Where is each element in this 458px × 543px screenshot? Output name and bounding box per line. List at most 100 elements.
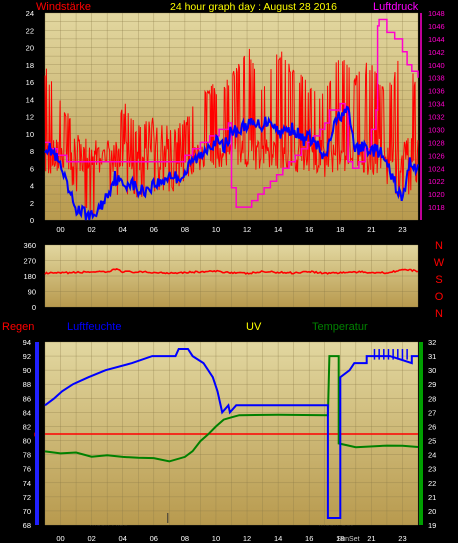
pressure-y-tick: 1028 <box>428 138 445 147</box>
direction-y-tick: 0 <box>32 303 36 312</box>
wind-x-tick: 06 <box>150 225 158 234</box>
climate-x-tick: 04 <box>119 534 127 543</box>
humidity-y-tick: 68 <box>23 521 31 530</box>
pressure-y-tick: 1022 <box>428 177 445 186</box>
temperature-label: Temperatur <box>312 321 368 333</box>
climate-x-tick: 16 <box>305 534 313 543</box>
pressure-y-tick: 1038 <box>428 74 445 83</box>
pressure-y-tick: 1020 <box>428 190 445 199</box>
pressure-y-tick: 1048 <box>428 9 445 18</box>
climate-x-tick: 00 <box>56 534 64 543</box>
climate-x-tick: 08 <box>181 534 189 543</box>
wind-y-tick: 20 <box>26 44 34 53</box>
temperature-y-tick: 27 <box>428 408 436 417</box>
humidity-y-tick: 84 <box>23 408 31 417</box>
climate-x-tick: 21 <box>367 534 375 543</box>
climate-x-tick: 23 <box>398 534 406 543</box>
wind-y-tick: 12 <box>26 113 34 122</box>
climate-x-tick: 02 <box>87 534 95 543</box>
humidity-series <box>44 348 418 519</box>
temperature-y-tick: 21 <box>428 493 436 502</box>
humidity-y-tick: 88 <box>23 380 31 389</box>
temperature-y-tick: 28 <box>428 394 436 403</box>
wind-x-tick: 14 <box>274 225 282 234</box>
graph-title: 24 hour graph day : August 28 2016 <box>170 1 337 13</box>
direction-y-tick: 90 <box>28 288 36 297</box>
temperature-y-tick: 30 <box>428 366 436 375</box>
wind-x-tick: 10 <box>212 225 220 234</box>
temperature-axis-bar <box>419 342 423 525</box>
sunset-label: SunSet <box>337 536 360 543</box>
pressure-axis-label: Luftdruck <box>373 1 419 13</box>
temperature-y-tick: 20 <box>428 507 436 516</box>
wind-y-tick: 24 <box>26 9 34 18</box>
humidity-y-tick: 94 <box>23 338 31 347</box>
wind-y-tick: 10 <box>26 130 34 139</box>
temperature-y-tick: 19 <box>428 521 436 530</box>
compass-label-w: W <box>434 257 445 269</box>
wind-y-tick: 4 <box>30 182 34 191</box>
humidity-y-tick: 76 <box>23 465 31 474</box>
temperature-y-tick: 22 <box>428 479 436 488</box>
wind-x-tick: 21 <box>367 225 375 234</box>
wind-y-tick: 22 <box>26 26 34 35</box>
wind-x-tick: 04 <box>119 225 127 234</box>
climate-x-tick: 12 <box>243 534 251 543</box>
pressure-series <box>45 18 419 208</box>
pressure-y-tick: 1032 <box>428 113 445 122</box>
temperature-series <box>44 355 419 463</box>
temperature-y-tick: 26 <box>428 422 436 431</box>
climate-x-tick: 06 <box>150 534 158 543</box>
wind-axis-label: Windstärke <box>36 1 91 13</box>
humidity-y-tick: 90 <box>23 366 31 375</box>
direction-y-tick: 180 <box>23 272 36 281</box>
temperature-y-tick: 32 <box>428 338 436 347</box>
pressure-y-tick: 1034 <box>428 100 445 109</box>
pressure-y-tick: 1026 <box>428 151 445 160</box>
pressure-y-tick: 1046 <box>428 22 445 31</box>
wind-y-tick: 16 <box>26 78 34 87</box>
temperature-y-tick: 31 <box>428 352 436 361</box>
pressure-y-tick: 1024 <box>428 164 445 173</box>
pressure-y-tick: 1040 <box>428 61 445 70</box>
direction-y-tick: 360 <box>23 241 36 250</box>
humidity-y-tick: 82 <box>23 422 31 431</box>
wind-direction-series <box>44 268 419 275</box>
direction-y-tick: 270 <box>23 257 36 266</box>
humidity-y-tick: 86 <box>23 394 31 403</box>
pressure-y-tick: 1030 <box>428 125 445 134</box>
humidity-y-tick: 78 <box>23 451 31 460</box>
rain-label: Regen <box>2 321 34 333</box>
pressure-y-tick: 1018 <box>428 203 445 212</box>
wind-x-tick: 18 <box>336 225 344 234</box>
pressure-y-tick: 1044 <box>428 35 445 44</box>
climate-x-tick: 18 <box>336 534 344 543</box>
compass-label-s: S <box>435 274 442 286</box>
compass-label-n: N <box>435 308 443 320</box>
wind-y-tick: 18 <box>26 61 34 70</box>
humidity-y-tick: 80 <box>23 437 31 446</box>
compass-label-n: N <box>435 240 443 252</box>
humidity-y-tick: 70 <box>23 507 31 516</box>
temperature-y-tick: 23 <box>428 465 436 474</box>
pressure-y-tick: 1042 <box>428 48 445 57</box>
wind-average-series <box>44 105 419 221</box>
wind-y-tick: 6 <box>30 164 34 173</box>
wind-x-tick: 00 <box>56 225 64 234</box>
wind-y-tick: 0 <box>30 216 34 225</box>
wind-x-tick: 16 <box>305 225 313 234</box>
uv-label: UV <box>246 321 262 333</box>
climate-x-tick: 14 <box>274 534 282 543</box>
pressure-y-tick: 1036 <box>428 87 445 96</box>
humidity-label: Luftfeuchte <box>67 321 121 333</box>
temperature-y-tick: 29 <box>428 380 436 389</box>
compass-label-o: O <box>435 291 444 303</box>
humidity-y-tick: 92 <box>23 352 31 361</box>
wind-y-tick: 14 <box>26 95 34 104</box>
wind-x-tick: 23 <box>398 225 406 234</box>
wind-x-tick: 08 <box>181 225 189 234</box>
humidity-y-tick: 74 <box>23 479 31 488</box>
temperature-y-tick: 25 <box>428 437 436 446</box>
climate-x-tick: 10 <box>212 534 220 543</box>
